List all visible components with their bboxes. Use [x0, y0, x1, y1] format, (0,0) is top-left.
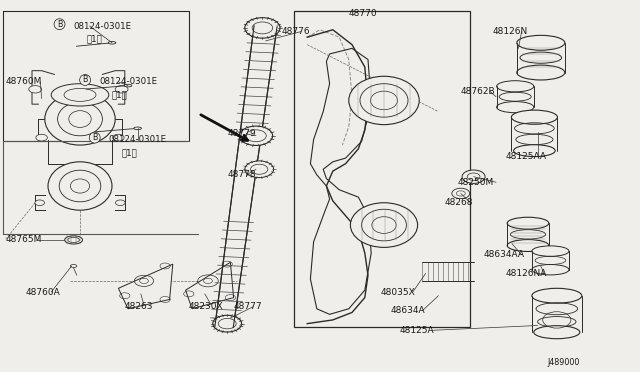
Text: 48250M: 48250M [458, 178, 494, 187]
Text: 48035X: 48035X [381, 288, 415, 296]
Circle shape [452, 188, 470, 199]
Text: 48762B: 48762B [461, 87, 495, 96]
Text: 08124-0301E: 08124-0301E [99, 77, 157, 86]
Ellipse shape [514, 145, 555, 157]
Ellipse shape [507, 217, 548, 229]
Ellipse shape [113, 134, 124, 141]
Ellipse shape [124, 84, 132, 87]
Text: B: B [83, 76, 88, 84]
Ellipse shape [517, 65, 564, 80]
Text: 48634A: 48634A [390, 306, 425, 315]
Text: 48765M: 48765M [5, 235, 42, 244]
Ellipse shape [517, 35, 564, 50]
Text: （1）: （1） [122, 148, 138, 157]
Ellipse shape [351, 203, 418, 247]
Polygon shape [118, 264, 173, 309]
Text: 48777: 48777 [234, 302, 262, 311]
Ellipse shape [115, 200, 125, 205]
Text: 48268: 48268 [445, 198, 474, 207]
Ellipse shape [70, 264, 77, 267]
Ellipse shape [45, 93, 115, 145]
Ellipse shape [520, 52, 562, 63]
Ellipse shape [532, 264, 569, 275]
Text: 48770: 48770 [349, 9, 378, 17]
Polygon shape [310, 48, 371, 314]
Text: 48778: 48778 [227, 170, 256, 179]
Polygon shape [186, 262, 234, 309]
Text: 08124-0301E: 08124-0301E [74, 22, 132, 31]
Text: 48263: 48263 [125, 302, 154, 311]
Bar [294, 11, 470, 327]
Text: 48776: 48776 [282, 27, 310, 36]
Ellipse shape [48, 162, 112, 210]
Ellipse shape [244, 17, 280, 38]
Text: （1）: （1） [112, 90, 128, 99]
Text: 48125A: 48125A [400, 326, 435, 335]
Ellipse shape [507, 240, 548, 251]
Text: （1）: （1） [86, 35, 102, 44]
Ellipse shape [65, 236, 83, 244]
Text: 48126N: 48126N [493, 27, 528, 36]
Text: 48125AA: 48125AA [506, 152, 547, 161]
Ellipse shape [497, 81, 534, 92]
Ellipse shape [108, 41, 116, 44]
Ellipse shape [349, 76, 419, 125]
Text: B: B [57, 20, 62, 29]
Ellipse shape [532, 288, 582, 303]
Ellipse shape [35, 200, 44, 205]
Ellipse shape [134, 127, 141, 129]
Text: 08124-0301E: 08124-0301E [109, 135, 167, 144]
Text: 48779: 48779 [227, 129, 256, 138]
Ellipse shape [511, 110, 557, 124]
Text: 48760M: 48760M [5, 77, 42, 86]
Ellipse shape [51, 84, 109, 106]
Ellipse shape [36, 134, 47, 141]
Ellipse shape [497, 102, 534, 113]
Text: 48230X: 48230X [189, 302, 223, 311]
Ellipse shape [239, 126, 273, 145]
Ellipse shape [115, 86, 128, 93]
Circle shape [462, 170, 485, 183]
Text: 48760A: 48760A [26, 288, 60, 296]
Text: 48634AA: 48634AA [483, 250, 524, 259]
Ellipse shape [212, 315, 242, 332]
Ellipse shape [534, 326, 580, 339]
Ellipse shape [29, 86, 42, 93]
Ellipse shape [245, 161, 274, 177]
Text: B: B [92, 133, 97, 142]
Text: 48126NA: 48126NA [506, 269, 547, 278]
Ellipse shape [532, 246, 569, 256]
Text: J489000: J489000 [547, 358, 580, 367]
